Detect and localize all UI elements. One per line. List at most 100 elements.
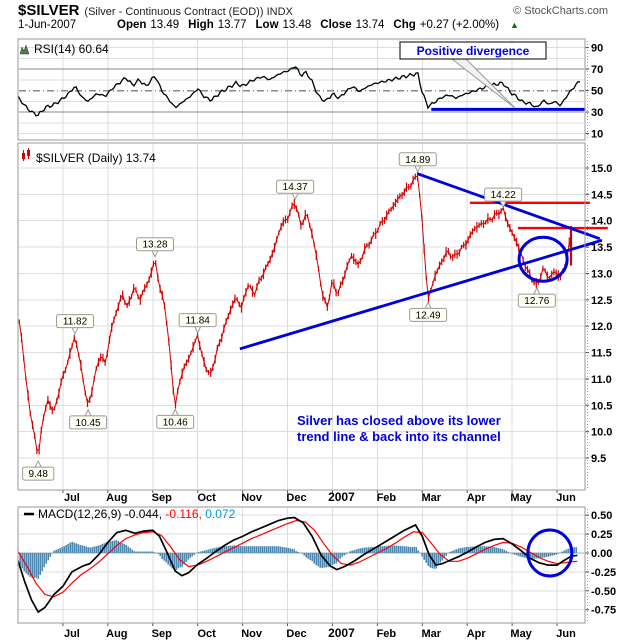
price-ytick-label: 11.5 — [591, 348, 612, 360]
macd-x-axis-label-Dec: Dec — [286, 628, 306, 640]
x-axis-label-Apr: Apr — [467, 492, 487, 504]
price-callout-9.48: 9.48 — [22, 459, 55, 481]
quote-values: Open 13.49 High 13.77 Low 13.48 Close 13.74 Chg +… — [117, 19, 519, 31]
price-callout-14.37: 14.37 — [276, 179, 315, 201]
price-ytick-label: 14.5 — [591, 189, 612, 201]
rsi-panel-content: Positive divergence RSI(14) 60.64 90 70 50 30… — [18, 41, 603, 141]
price-x-axis: Jul Aug Sep Oct Nov Dec 2007 Feb Mar Apr May Jun — [62, 490, 576, 504]
x-axis-label-Aug: Aug — [106, 492, 127, 504]
macd-ellipse-annotation — [526, 528, 574, 578]
macd-x-axis-label-Sep: Sep — [152, 628, 172, 640]
macd-panel-border — [17, 506, 586, 624]
macd-x-axis-label-Mar: Mar — [421, 628, 441, 640]
macd-ytick-label: 0.50 — [591, 510, 612, 522]
divergence-callout-text: Positive divergence — [417, 44, 530, 58]
macd-ytick-label: -0.50 — [591, 586, 616, 598]
price-callout-11.82: 11.82 — [56, 314, 95, 335]
svg-text:12.76: 12.76 — [524, 296, 549, 307]
price-ytick-label: 12.5 — [591, 295, 612, 307]
svg-text:10.46: 10.46 — [163, 417, 188, 428]
macd-ytick-label: 0.25 — [591, 529, 612, 541]
price-panel-content: 9.48 11.82 10.45 13.28 10.46 11.84 14.37 14.89 1… — [18, 148, 612, 481]
x-axis-label-Feb: Feb — [377, 492, 397, 504]
price-callout-14.89: 14.89 — [398, 152, 437, 173]
chart-header: $SILVER (Silver - Continuous Contract (EO… — [0, 0, 620, 38]
rsi-ytick-label: 30 — [591, 107, 603, 119]
macd-ytick-label: -0.25 — [591, 567, 616, 579]
trendline-lower — [239, 238, 603, 351]
quote-low: Low 13.48 — [255, 19, 312, 31]
quote-chg: Chg +0.27 (+2.00%) — [393, 19, 500, 31]
price-ellipse-annotation — [517, 235, 569, 283]
ticker-symbol: $SILVER — [18, 2, 80, 19]
macd-line — [18, 516, 578, 614]
svg-text:14.37: 14.37 — [283, 182, 308, 193]
price-panel-border — [17, 142, 586, 491]
price-ytick-label: 10.5 — [591, 400, 612, 412]
trendline-upper — [417, 172, 601, 240]
rsi-title: RSI(14) 60.64 — [34, 42, 109, 56]
price-ytick-label: 9.5 — [591, 453, 606, 465]
price-title: $SILVER (Daily) 13.74 — [36, 151, 156, 165]
x-axis-label-Oct: Oct — [198, 492, 217, 504]
x-axis-label-Dec: Dec — [286, 492, 306, 504]
svg-text:14.22: 14.22 — [491, 190, 516, 201]
rsi-ytick-label: 70 — [591, 64, 603, 76]
quote-date: 1-Jun-2007 — [18, 19, 77, 31]
stockcharts-copyright-link[interactable]: © StockCharts.com — [513, 5, 608, 17]
macd-x-axis-label-Feb: Feb — [377, 628, 397, 640]
macd-panel — [18, 507, 588, 623]
price-callout-13.28: 13.28 — [136, 237, 175, 258]
x-axis-label-Jun: Jun — [556, 492, 576, 504]
price-ytick-label: 13.0 — [591, 268, 612, 280]
header-title-row: $SILVER (Silver - Continuous Contract (EO… — [18, 2, 610, 20]
macd-title: MACD(12,26,9) -0.044, -0.116, 0.072 — [38, 507, 236, 521]
macd-x-axis-label-Apr: Apr — [467, 628, 487, 640]
x-axis-label-May: May — [510, 492, 532, 504]
quote-high: High 13.77 — [188, 19, 247, 31]
price-ytick-label: 13.5 — [591, 242, 612, 254]
price-ytick-label: 14.0 — [591, 216, 612, 228]
change-up-triangle-icon: ▲ — [510, 20, 519, 30]
quote-open: Open 13.49 — [117, 19, 180, 31]
price-ytick-label: 12.0 — [591, 321, 612, 333]
svg-text:11.84: 11.84 — [186, 316, 211, 327]
macd-x-axis-label-Oct: Oct — [198, 628, 217, 640]
rsi-ytick-label: 10 — [591, 129, 603, 141]
divergence-callout-box — [399, 41, 547, 60]
quote-close: Close 13.74 — [320, 19, 385, 31]
price-callout-14.22: 14.22 — [484, 187, 523, 209]
rsi-indicator-icon — [19, 44, 30, 55]
price-note-line-1: Silver has closed above its lower — [297, 413, 501, 428]
price-callout-11.84: 11.84 — [178, 313, 217, 334]
x-axis-label-Mar: Mar — [421, 492, 441, 504]
price-callout-10.45: 10.45 — [69, 408, 108, 430]
x-axis-label-2007: 2007 — [328, 490, 355, 504]
macd-x-axis-label-Jun: Jun — [556, 628, 576, 640]
price-note-line-2: trend line & back into its channel — [297, 429, 501, 444]
macd-x-axis-label-Nov: Nov — [241, 628, 263, 640]
svg-text:14.89: 14.89 — [405, 155, 430, 166]
svg-text:12.49: 12.49 — [416, 310, 441, 321]
price-series — [18, 171, 573, 455]
x-axis-label-Sep: Sep — [152, 492, 172, 504]
svg-text:13.28: 13.28 — [142, 240, 167, 251]
x-axis-label-Jul: Jul — [64, 492, 80, 504]
price-ytick-label: 10.0 — [591, 427, 612, 439]
macd-x-axis-label-Aug: Aug — [106, 628, 127, 640]
price-callout-12.76: 12.76 — [517, 286, 556, 308]
macd-x-axis: Jul Aug Sep Oct Nov Dec 2007 Feb Mar Apr May Jun — [62, 623, 576, 640]
price-chart-icon — [22, 148, 30, 161]
price-ytick-label: 11.0 — [591, 374, 612, 386]
macd-x-axis-label-2007: 2007 — [328, 626, 355, 640]
rsi-ytick-label: 90 — [591, 43, 603, 55]
svg-text:9.48: 9.48 — [28, 469, 48, 480]
macd-panel-content: MACD(12,26,9) -0.044, -0.116, 0.072 0.50 0… — [18, 507, 616, 617]
macd-ytick-label: 0.00 — [591, 548, 612, 560]
macd-x-axis-label-Jul: Jul — [64, 628, 80, 640]
macd-x-axis-label-May: May — [510, 628, 532, 640]
price-callout-12.49: 12.49 — [409, 301, 448, 322]
price-ytick-label: 15.0 — [591, 163, 612, 175]
